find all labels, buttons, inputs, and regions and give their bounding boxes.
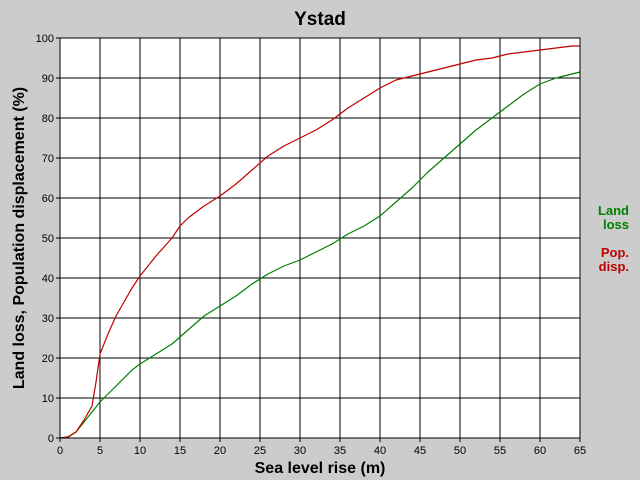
x-tick-label: 55: [494, 445, 506, 457]
y-tick-label: 30: [42, 313, 54, 325]
legend-pop-disp-line1: Pop.: [601, 245, 629, 260]
x-tick-label: 25: [254, 445, 266, 457]
y-tick-label: 0: [48, 433, 54, 445]
grid: [60, 38, 580, 438]
x-tick-label: 0: [57, 445, 63, 457]
y-tick-label: 10: [42, 393, 54, 405]
x-tick-label: 15: [174, 445, 186, 457]
series-layer: [59, 45, 581, 439]
legend-land-loss-line1: Land: [598, 203, 629, 218]
y-tick-label: 40: [42, 273, 54, 285]
x-tick-label: 30: [294, 445, 306, 457]
x-tick-label: 40: [374, 445, 386, 457]
x-tick-label: 35: [334, 445, 346, 457]
x-axis-label: Sea level rise (m): [255, 460, 386, 477]
y-ticks: 0 10 20 30 40 50 60 70 80 90 100: [36, 33, 60, 445]
pop-disp-line: [59, 45, 580, 439]
legend-land-loss-line2: loss: [603, 217, 629, 232]
y-tick-label: 80: [42, 113, 54, 125]
y-tick-label: 50: [42, 233, 54, 245]
x-tick-label: 45: [414, 445, 426, 457]
x-tick-label: 60: [534, 445, 546, 457]
legend: Land loss Pop. disp.: [598, 203, 629, 274]
x-tick-label: 10: [134, 445, 146, 457]
x-tick-label: 65: [574, 445, 586, 457]
y-tick-label: 70: [42, 153, 54, 165]
y-tick-label: 100: [36, 33, 54, 45]
legend-pop-disp-line2: disp.: [599, 259, 629, 274]
land-loss-line: [59, 71, 581, 439]
x-ticks: 0 5 10 15 20 25 30 35 40 45 50 55 60 65: [57, 438, 586, 457]
y-axis-label: Land loss, Population displacement (%): [11, 87, 28, 389]
x-tick-label: 5: [97, 445, 103, 457]
x-tick-label: 50: [454, 445, 466, 457]
chart-title: Ystad: [294, 9, 346, 30]
y-tick-label: 60: [42, 193, 54, 205]
x-tick-label: 20: [214, 445, 226, 457]
y-tick-label: 20: [42, 353, 54, 365]
y-tick-label: 90: [42, 73, 54, 85]
